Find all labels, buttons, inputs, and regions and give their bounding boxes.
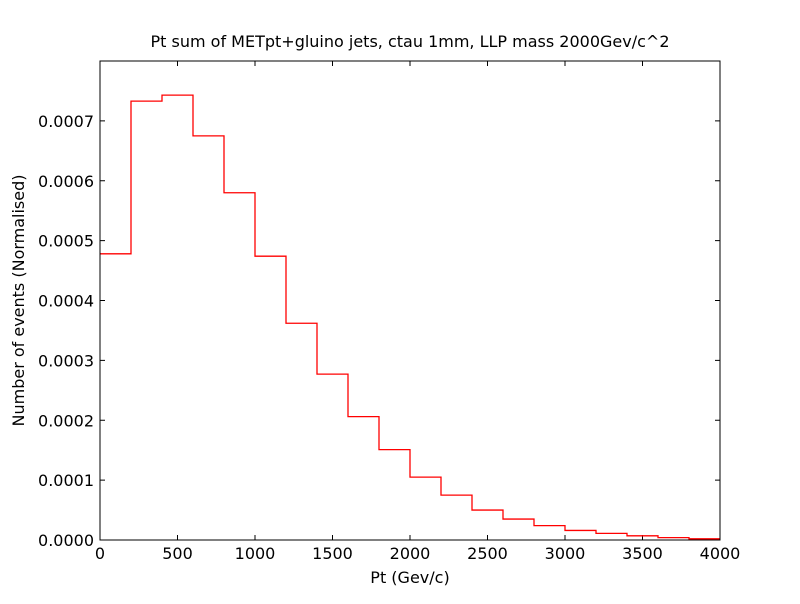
y-tick-label: 0.0000 [38,531,94,550]
y-axis-label: Number of events (Normalised) [9,174,28,426]
x-tick-label: 1500 [312,544,353,563]
y-tick-label: 0.0001 [38,471,94,490]
y-tick-label: 0.0002 [38,411,94,430]
y-tick-label: 0.0007 [38,112,94,131]
y-tick-label: 0.0004 [38,292,94,311]
y-axis-ticks: 0.0000 0.0001 0.0002 0.0003 0.0004 0.0005 0.00… [38,112,720,550]
x-tick-label: 3000 [545,544,586,563]
x-tick-label: 4000 [700,544,741,563]
series-line [100,94,720,540]
y-tick-label: 0.0005 [38,232,94,251]
x-tick-label: 2500 [467,544,508,563]
x-tick-label: 3500 [622,544,663,563]
x-tick-label: 0 [95,544,105,563]
chart-title: Pt sum of METpt+gluino jets, ctau 1mm, L… [151,32,670,51]
y-tick-label: 0.0006 [38,172,94,191]
histogram-series [100,94,720,540]
x-tick-label: 2000 [390,544,431,563]
plot-frame [99,60,721,541]
x-axis-label: Pt (Gev/c) [370,568,449,587]
y-tick-label: 0.0003 [38,351,94,370]
x-axis-ticks: 0 500 1000 1500 2000 2500 3000 3500 4000 [95,61,740,563]
x-tick-label: 500 [162,544,193,563]
x-tick-label: 1000 [235,544,276,563]
